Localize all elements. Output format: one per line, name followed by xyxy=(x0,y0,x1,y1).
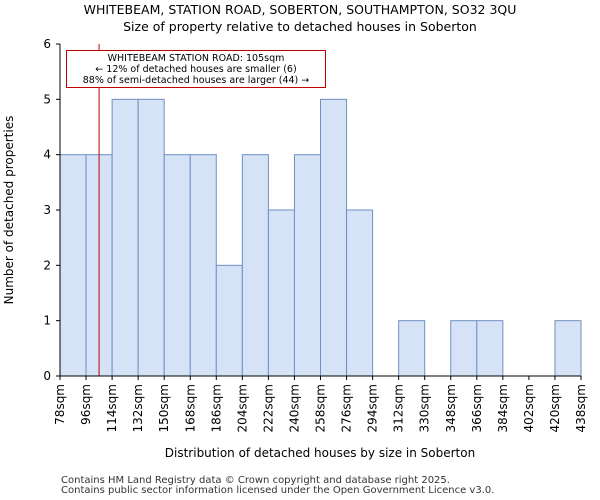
y-tick-label: 3 xyxy=(43,203,51,217)
bar-240sqm xyxy=(293,154,322,377)
y-axis-label: Number of detached properties xyxy=(2,116,16,305)
x-tick-label: 420sqm xyxy=(548,384,562,432)
bar-366sqm xyxy=(476,320,504,377)
x-tick-label: 384sqm xyxy=(496,384,510,432)
x-tick-label: 348sqm xyxy=(444,384,458,432)
x-tick-label: 114sqm xyxy=(105,384,119,432)
x-tick-label: 312sqm xyxy=(392,384,406,432)
x-tick-label: 330sqm xyxy=(418,384,432,432)
bar-204sqm xyxy=(241,154,269,377)
bar-168sqm xyxy=(189,154,217,377)
x-tick-label: 132sqm xyxy=(131,384,145,432)
annotation-line-3: 88% of semi-detached houses are larger (… xyxy=(82,75,310,86)
chart-subtitle: Size of property relative to detached ho… xyxy=(123,19,477,34)
bar-132sqm xyxy=(137,98,165,377)
x-tick-label: 366sqm xyxy=(470,384,484,432)
bar-78sqm xyxy=(59,154,87,377)
marker-annotation: WHITEBEAM STATION ROAD: 105sqm ← 12% of … xyxy=(66,50,326,88)
x-tick-label: 294sqm xyxy=(366,384,380,432)
bar-150sqm xyxy=(163,154,191,377)
y-tick-label: 1 xyxy=(43,314,51,328)
annotation-line-1: WHITEBEAM STATION ROAD: 105sqm xyxy=(107,53,285,64)
x-tick-label: 222sqm xyxy=(261,384,275,432)
bar-114sqm xyxy=(111,98,139,377)
bar-276sqm xyxy=(346,209,374,377)
bar-312sqm xyxy=(398,320,426,377)
bar-258sqm xyxy=(320,98,348,377)
y-tick-label: 6 xyxy=(43,37,51,51)
footer-line-2: Contains public sector information licen… xyxy=(61,485,495,496)
bar-420sqm xyxy=(554,320,582,377)
y-tick-label: 4 xyxy=(43,148,51,162)
y-tick-label: 2 xyxy=(43,258,51,272)
annotation-line-2: ← 12% of detached houses are smaller (6) xyxy=(95,64,297,75)
x-tick-label: 96sqm xyxy=(79,384,93,425)
bar-186sqm xyxy=(215,264,243,377)
x-tick-label: 150sqm xyxy=(157,384,171,432)
x-axis-label: Distribution of detached houses by size … xyxy=(165,446,475,460)
x-tick-label: 438sqm xyxy=(574,384,588,432)
x-tick-label: 204sqm xyxy=(235,384,249,432)
x-tick-label: 258sqm xyxy=(314,384,328,432)
x-tick-label: 240sqm xyxy=(287,384,301,432)
bar-348sqm xyxy=(450,320,478,377)
x-tick-label: 402sqm xyxy=(522,384,536,432)
chart-title: WHITEBEAM, STATION ROAD, SOBERTON, SOUTH… xyxy=(83,2,517,17)
y-tick-label: 5 xyxy=(43,92,51,106)
x-tick-label: 276sqm xyxy=(340,384,354,432)
footer-line-1: Contains HM Land Registry data © Crown c… xyxy=(61,475,450,486)
x-tick-label: 78sqm xyxy=(53,384,67,425)
x-tick-label: 186sqm xyxy=(209,384,223,432)
y-tick-label: 0 xyxy=(43,369,51,383)
x-tick-label: 168sqm xyxy=(183,384,197,432)
bar-222sqm xyxy=(267,209,295,377)
